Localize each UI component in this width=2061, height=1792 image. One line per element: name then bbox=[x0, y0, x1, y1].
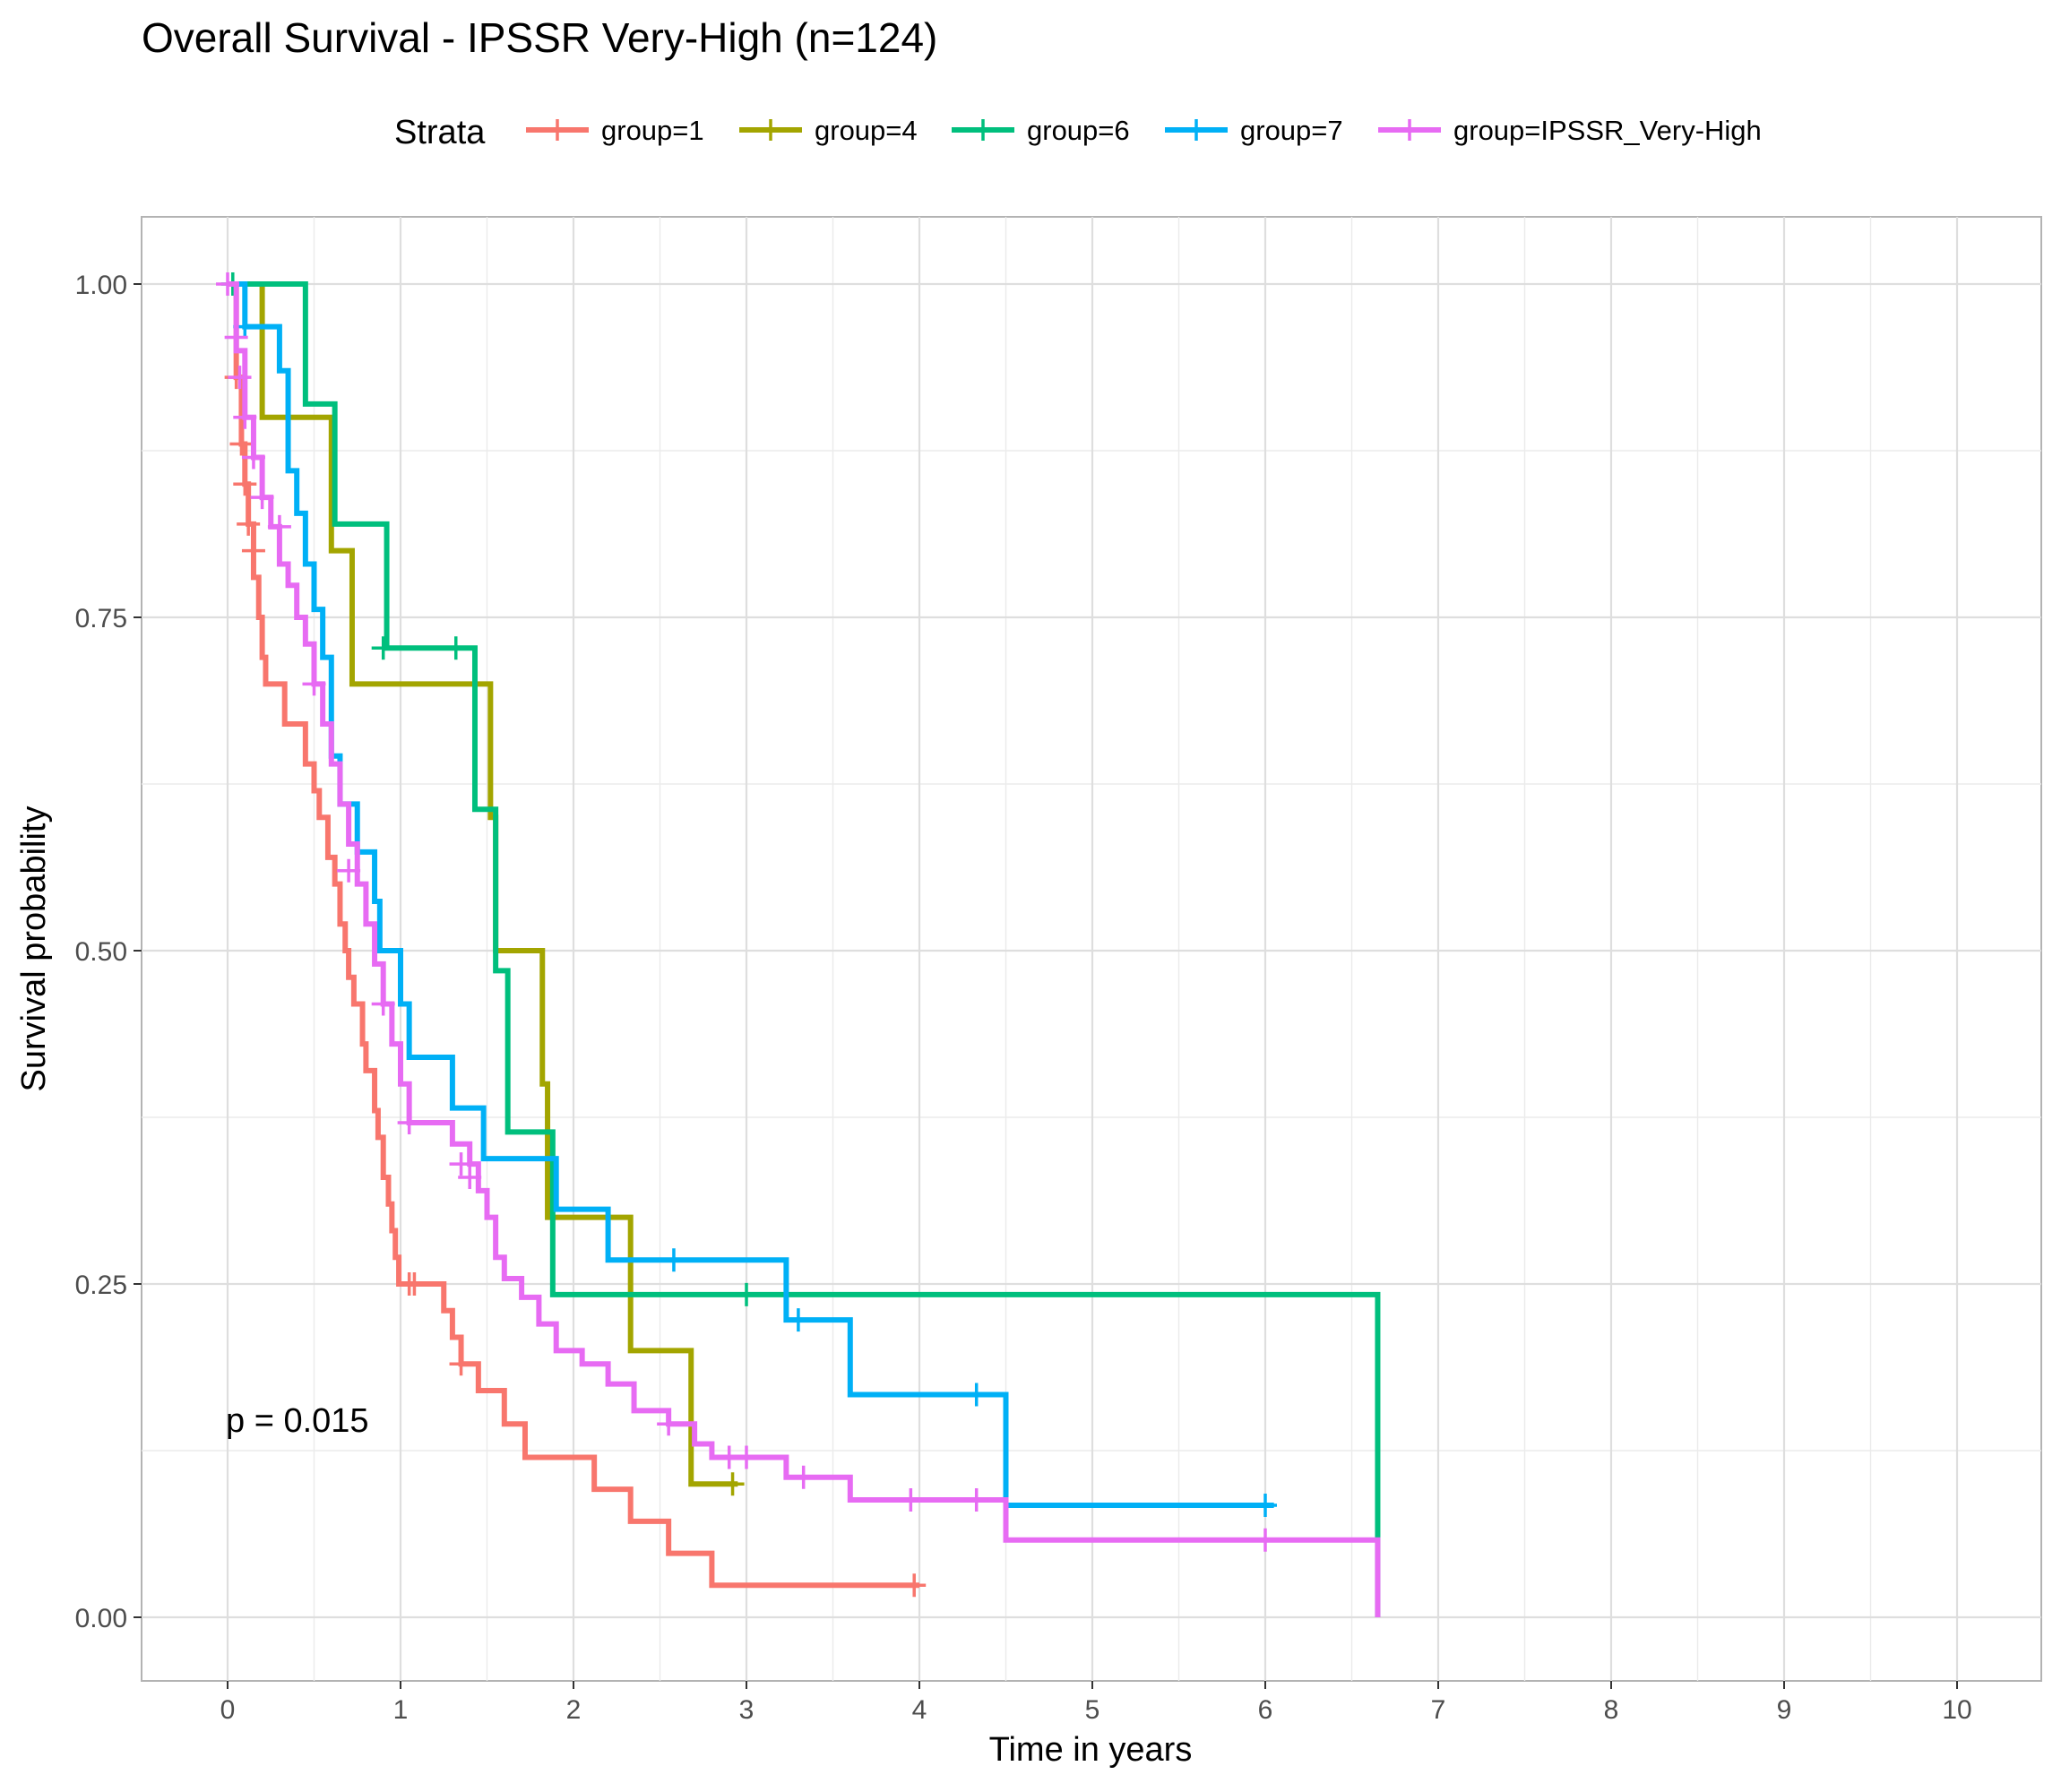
y-axis-label: Survival probability bbox=[15, 806, 53, 1092]
censor-mark bbox=[964, 1488, 988, 1512]
censor-mark bbox=[449, 1152, 473, 1176]
axis-layer: 0 1 2 3 4 5 6 7 8 9 10 0.00 0.25 0.50 0.75 1.00 bbox=[75, 271, 1972, 1725]
censor-mark bbox=[735, 1282, 758, 1306]
x-axis-label: Time in years bbox=[989, 1731, 1193, 1769]
series-4 bbox=[216, 272, 1381, 1617]
series-layer bbox=[216, 272, 1381, 1617]
censor-mark bbox=[458, 1165, 482, 1189]
censor-mark bbox=[449, 1352, 473, 1376]
legend-label: group=6 bbox=[1027, 115, 1130, 146]
censor-mark bbox=[337, 858, 361, 883]
legend-label: group=7 bbox=[1240, 115, 1343, 146]
y-tick-label: 0.50 bbox=[75, 937, 127, 967]
legend-item: group=4 bbox=[739, 115, 918, 146]
censor-mark bbox=[371, 992, 395, 1016]
legend-item: group=IPSSR_Very-High bbox=[1378, 115, 1762, 146]
censor-mark bbox=[224, 325, 248, 349]
series-3 bbox=[228, 281, 1277, 1518]
legend-label: group=4 bbox=[815, 115, 918, 146]
x-tick-label: 4 bbox=[912, 1695, 927, 1725]
y-tick-label: 0.25 bbox=[75, 1271, 127, 1300]
series-line bbox=[228, 281, 919, 1589]
censor-mark bbox=[1254, 1528, 1277, 1552]
censor-mark bbox=[661, 1248, 686, 1272]
censor-mark bbox=[720, 1472, 745, 1496]
censor-mark bbox=[250, 486, 274, 510]
x-tick-label: 2 bbox=[566, 1695, 582, 1725]
x-tick-label: 5 bbox=[1085, 1695, 1100, 1725]
censor-mark bbox=[786, 1308, 810, 1332]
censor-mark bbox=[216, 272, 239, 296]
censor-mark bbox=[397, 1110, 421, 1134]
x-tick-label: 1 bbox=[393, 1695, 409, 1725]
x-tick-label: 9 bbox=[1777, 1695, 1792, 1725]
x-tick-label: 10 bbox=[1942, 1695, 1971, 1725]
censor-mark bbox=[791, 1465, 815, 1489]
censor-mark bbox=[402, 1272, 427, 1296]
censor-mark bbox=[228, 366, 252, 390]
x-tick-label: 6 bbox=[1258, 1695, 1273, 1725]
legend-item: group=6 bbox=[952, 115, 1130, 146]
censor-mark bbox=[444, 636, 468, 660]
x-tick-label: 0 bbox=[220, 1695, 236, 1725]
y-tick-label: 0.75 bbox=[75, 604, 127, 633]
legend: Strata group=1 group=4 group=6 group=7 group… bbox=[394, 114, 1762, 151]
grid-layer bbox=[142, 217, 2041, 1681]
legend-title: Strata bbox=[394, 114, 486, 151]
censor-mark bbox=[233, 472, 257, 496]
censor-mark bbox=[229, 432, 254, 456]
censor-mark bbox=[237, 512, 261, 536]
legend-item: group=7 bbox=[1165, 115, 1343, 146]
censor-mark bbox=[302, 672, 326, 696]
x-tick-label: 3 bbox=[739, 1695, 755, 1725]
legend-item: group=1 bbox=[526, 115, 704, 146]
x-tick-label: 7 bbox=[1431, 1695, 1446, 1725]
y-tick-label: 1.00 bbox=[75, 271, 127, 300]
censor-mark bbox=[1254, 1494, 1277, 1518]
censor-mark bbox=[735, 1445, 758, 1469]
censor-mark bbox=[902, 1573, 927, 1598]
censor-mark bbox=[657, 1412, 681, 1436]
censor-mark bbox=[371, 636, 395, 660]
series-line bbox=[228, 281, 1274, 1509]
censor-mark bbox=[964, 1383, 988, 1407]
censor-mark bbox=[267, 514, 291, 538]
x-tick-label: 8 bbox=[1604, 1695, 1619, 1725]
y-tick-label: 0.00 bbox=[75, 1604, 127, 1633]
censor-mark bbox=[233, 405, 257, 429]
chart-title: Overall Survival - IPSSR Very-High (n=12… bbox=[142, 14, 937, 61]
censor-mark bbox=[899, 1488, 923, 1512]
p-value-annotation: p = 0.015 bbox=[226, 1402, 369, 1440]
legend-label: group=IPSSR_Very-High bbox=[1453, 115, 1762, 146]
censor-mark bbox=[241, 445, 265, 470]
series-line bbox=[228, 281, 1381, 1617]
series-0 bbox=[224, 281, 927, 1598]
censor-mark bbox=[241, 538, 265, 563]
legend-label: group=1 bbox=[601, 115, 704, 146]
